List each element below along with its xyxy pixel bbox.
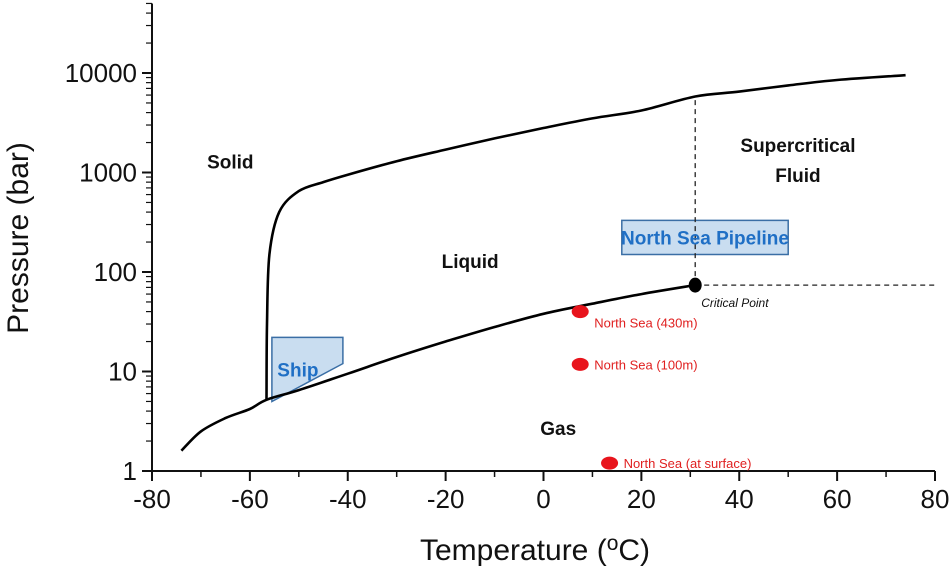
region-label: Fluid (775, 166, 820, 187)
y-tick-label: 1000 (79, 158, 137, 188)
plot-area (180, 73, 935, 470)
north-sea-point-label: North Sea (430m) (594, 316, 697, 331)
y-tick-label: 1 (123, 456, 137, 486)
x-axis-title-end: C) (618, 534, 650, 567)
ship-box (271, 336, 344, 403)
x-tick-label: -20 (427, 484, 465, 514)
x-tick-label: 40 (725, 484, 754, 514)
x-axis-title-main: Temperature ( (420, 534, 607, 567)
critical-point-marker (688, 277, 702, 293)
x-axis-title: Temperature (oC) (420, 532, 650, 567)
x-tick-label: -80 (133, 484, 171, 514)
region-label: Liquid (442, 252, 499, 273)
north-sea-point-label: North Sea (100m) (594, 357, 697, 372)
north-sea-point (571, 357, 589, 371)
x-tick-label: -40 (329, 484, 367, 514)
y-tick-label: 100 (94, 257, 137, 287)
y-tick-label: 10000 (65, 58, 137, 88)
ship-label: Ship (277, 360, 318, 381)
north-sea-point-label: North Sea (at surface) (624, 456, 752, 471)
x-tick-label: -60 (231, 484, 269, 514)
critical-point-label: Critical Point (701, 296, 769, 310)
x-tick-label: 0 (536, 484, 550, 514)
north-sea-point (571, 305, 589, 319)
region-label: Gas (540, 419, 576, 440)
melting-curve (265, 73, 906, 400)
x-tick-label: 20 (627, 484, 656, 514)
y-axis-title: Pressure (bar) (2, 142, 35, 334)
vapor-pressure-curve (180, 283, 696, 452)
axes: -80 -60 -40 -20 0 20 40 60 80 1 10 100 1000 10000 (65, 2, 950, 514)
north-sea-pipeline-label: North Sea Pipeline (621, 228, 789, 249)
y-tick-label: 10 (108, 357, 137, 387)
region-label: Supercritical (740, 136, 855, 157)
x-tick-label: 80 (921, 484, 950, 514)
region-label: Solid (207, 152, 253, 173)
north-sea-point (601, 456, 619, 470)
x-tick-label: 60 (823, 484, 852, 514)
labels: Critical Point North Sea (430m) North Sea … (207, 136, 855, 471)
north-sea-pipeline-box (621, 219, 789, 256)
x-axis-title-sup: o (607, 532, 619, 555)
